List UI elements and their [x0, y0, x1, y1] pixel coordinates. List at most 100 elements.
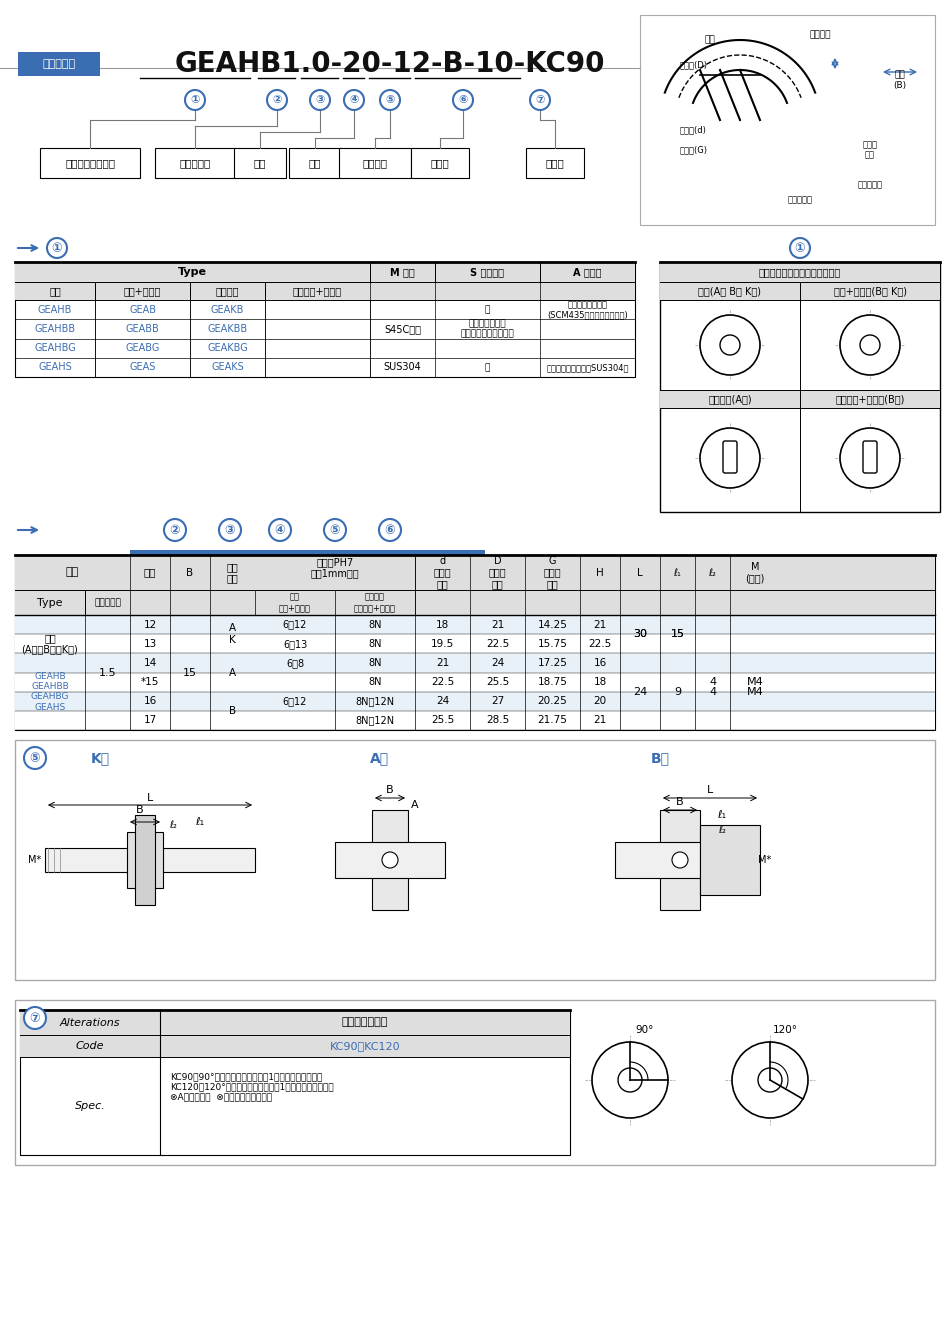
- Text: ℓ₁: ℓ₁: [717, 810, 727, 820]
- Text: GEAHB
GEAHBB
GEAHBG
GEAHS: GEAHB GEAHBB GEAHBG GEAHS: [30, 671, 69, 712]
- Text: 6～12: 6～12: [283, 620, 307, 629]
- Text: ℓ₁: ℓ₁: [196, 816, 204, 827]
- Text: 20.25: 20.25: [538, 696, 567, 706]
- Circle shape: [790, 237, 810, 259]
- Text: セットスクリュー
(SCM435・四三酸化鉄皮膜): セットスクリュー (SCM435・四三酸化鉄皮膜): [547, 299, 628, 319]
- Circle shape: [267, 90, 287, 109]
- Bar: [20, 1035, 570, 1057]
- Text: 28.5: 28.5: [485, 715, 509, 725]
- Circle shape: [720, 335, 740, 355]
- Text: B: B: [229, 706, 236, 716]
- Text: GEAKBG: GEAKBG: [207, 343, 248, 353]
- Bar: [15, 262, 635, 282]
- Text: B: B: [186, 567, 194, 578]
- Text: ⑤: ⑤: [386, 95, 394, 106]
- Text: Type: Type: [37, 598, 63, 608]
- Text: －: －: [484, 363, 490, 372]
- Circle shape: [219, 518, 241, 541]
- FancyBboxPatch shape: [723, 441, 737, 474]
- Text: 19.5: 19.5: [431, 638, 454, 649]
- Text: 24: 24: [491, 658, 504, 667]
- Text: 17.25: 17.25: [538, 658, 567, 667]
- Bar: [15, 282, 635, 299]
- Text: 17: 17: [143, 715, 157, 725]
- Text: 軸穴径: 軸穴径: [430, 158, 449, 168]
- Text: L: L: [707, 785, 713, 795]
- Text: 8N: 8N: [369, 677, 382, 687]
- Text: GEAHS: GEAHS: [38, 363, 72, 372]
- Text: 15: 15: [183, 667, 197, 678]
- Text: 15: 15: [671, 629, 685, 640]
- Text: M*: M*: [758, 855, 771, 865]
- Text: M4: M4: [747, 687, 764, 696]
- Text: 14.25: 14.25: [538, 620, 567, 629]
- Text: A: A: [229, 667, 236, 678]
- Circle shape: [700, 427, 760, 488]
- Bar: [15, 673, 935, 691]
- Text: キー溝穴: キー溝穴: [216, 286, 239, 295]
- Bar: [234, 148, 286, 178]
- Text: GEAKBB: GEAKBB: [207, 324, 248, 334]
- Text: 型式注文例: 型式注文例: [43, 59, 76, 69]
- Circle shape: [24, 747, 46, 769]
- Text: 22.5: 22.5: [485, 638, 509, 649]
- Text: 4: 4: [709, 677, 716, 687]
- Circle shape: [758, 1068, 782, 1092]
- Text: G
歯底円
直径: G 歯底円 直径: [543, 555, 561, 590]
- Text: ⑤: ⑤: [29, 752, 40, 765]
- Text: 歯元のたけ: 歯元のたけ: [858, 181, 883, 190]
- Bar: [135, 815, 155, 905]
- Text: キー溝穴+タップ: キー溝穴+タップ: [293, 286, 342, 295]
- Circle shape: [592, 1042, 668, 1119]
- Text: 8N: 8N: [369, 658, 382, 667]
- Bar: [15, 653, 935, 673]
- Text: 6～12: 6～12: [283, 696, 307, 706]
- Text: ℓ₂: ℓ₂: [718, 824, 726, 835]
- Text: モジュール: モジュール: [180, 158, 211, 168]
- Circle shape: [700, 315, 760, 375]
- Text: M
(並目): M (並目): [746, 562, 765, 583]
- Text: GEAHBB: GEAHBB: [34, 324, 76, 334]
- Bar: [20, 1010, 570, 1155]
- Text: モジュール: モジュール: [94, 598, 121, 607]
- Text: キー溝穴+タップ(B形): キー溝穴+タップ(B形): [835, 394, 904, 404]
- Text: GEABB: GEABB: [125, 324, 160, 334]
- Text: ①: ①: [190, 95, 199, 106]
- Circle shape: [380, 90, 400, 109]
- Bar: [640, 15, 935, 226]
- Text: 丸穴(A形 B形 K形): 丸穴(A形 B形 K形): [698, 286, 762, 295]
- Text: 120°: 120°: [772, 1025, 797, 1035]
- Text: GEAB: GEAB: [129, 305, 156, 315]
- Bar: [660, 810, 700, 910]
- Text: ②: ②: [170, 524, 180, 537]
- Text: M 材質: M 材質: [390, 266, 415, 277]
- Text: GEAHB1.0-20-12-B-10-KC90: GEAHB1.0-20-12-B-10-KC90: [175, 50, 605, 78]
- Bar: [130, 550, 485, 557]
- Circle shape: [382, 852, 398, 868]
- Text: 22.5: 22.5: [431, 677, 454, 687]
- Text: Alterations: Alterations: [60, 1017, 121, 1028]
- Bar: [660, 390, 940, 408]
- Text: ⑥: ⑥: [385, 524, 395, 537]
- Text: M*: M*: [28, 855, 42, 865]
- Text: 基準円(d): 基準円(d): [680, 125, 707, 135]
- Bar: [289, 148, 341, 178]
- Bar: [15, 555, 935, 590]
- Bar: [660, 262, 940, 512]
- Bar: [372, 810, 408, 910]
- FancyBboxPatch shape: [863, 441, 877, 474]
- Bar: [15, 615, 935, 634]
- Bar: [660, 282, 940, 299]
- Text: ℓ₂: ℓ₂: [169, 820, 177, 830]
- Circle shape: [24, 1006, 46, 1029]
- Circle shape: [840, 315, 900, 375]
- Bar: [526, 148, 584, 178]
- Text: 8N: 8N: [369, 620, 382, 629]
- Text: 22.5: 22.5: [588, 638, 612, 649]
- Text: 24: 24: [436, 696, 449, 706]
- Text: GEAHB: GEAHB: [38, 305, 72, 315]
- Text: S45C相当: S45C相当: [384, 324, 421, 334]
- Text: ①: ①: [51, 241, 63, 255]
- Text: －: －: [484, 305, 490, 314]
- Circle shape: [185, 90, 205, 109]
